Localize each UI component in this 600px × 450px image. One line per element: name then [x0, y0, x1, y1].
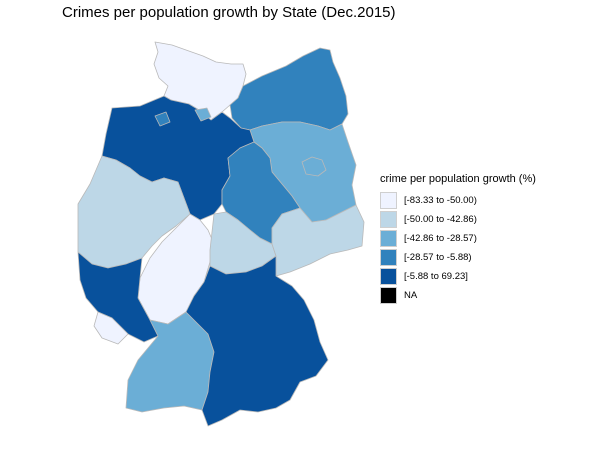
legend-item: [-5.88 to 69.23]: [380, 267, 536, 285]
legend-label: NA: [404, 289, 418, 301]
map-title: Crimes per population growth by State (D…: [62, 4, 396, 21]
legend-label: [-42.86 to -28.57): [404, 232, 477, 244]
legend-item: [-28.57 to -5.88): [380, 248, 536, 266]
legend-label: [-5.88 to 69.23]: [404, 270, 468, 282]
legend-swatch: [380, 229, 397, 247]
legend-label: [-50.00 to -42.86): [404, 213, 477, 225]
legend-item: [-42.86 to -28.57): [380, 229, 536, 247]
legend-swatch: [380, 248, 397, 266]
legend-swatch: [380, 210, 397, 228]
legend-swatch: [380, 191, 397, 209]
legend-swatch: [380, 286, 397, 304]
map-legend: crime per population growth (%) [-83.33 …: [380, 173, 536, 305]
state-hamburg[interactable]: [194, 107, 212, 122]
legend-title: crime per population growth (%): [380, 173, 536, 185]
legend-label: [-83.33 to -50.00): [404, 194, 477, 206]
state-berlin[interactable]: [301, 156, 327, 177]
state-bayern[interactable]: [185, 255, 329, 427]
state-mecklenburg-vorpommern[interactable]: [229, 47, 349, 131]
legend-label: [-28.57 to -5.88): [404, 251, 472, 263]
legend-item: NA: [380, 286, 536, 304]
state-schleswig-holstein[interactable]: [153, 41, 247, 121]
state-bremen[interactable]: [154, 111, 171, 127]
legend-item: [-50.00 to -42.86): [380, 210, 536, 228]
state-saarland[interactable]: [93, 311, 129, 345]
legend-swatch: [380, 267, 397, 285]
legend-item: [-83.33 to -50.00): [380, 191, 536, 209]
state-nordrhein-westfalen[interactable]: [77, 155, 191, 269]
